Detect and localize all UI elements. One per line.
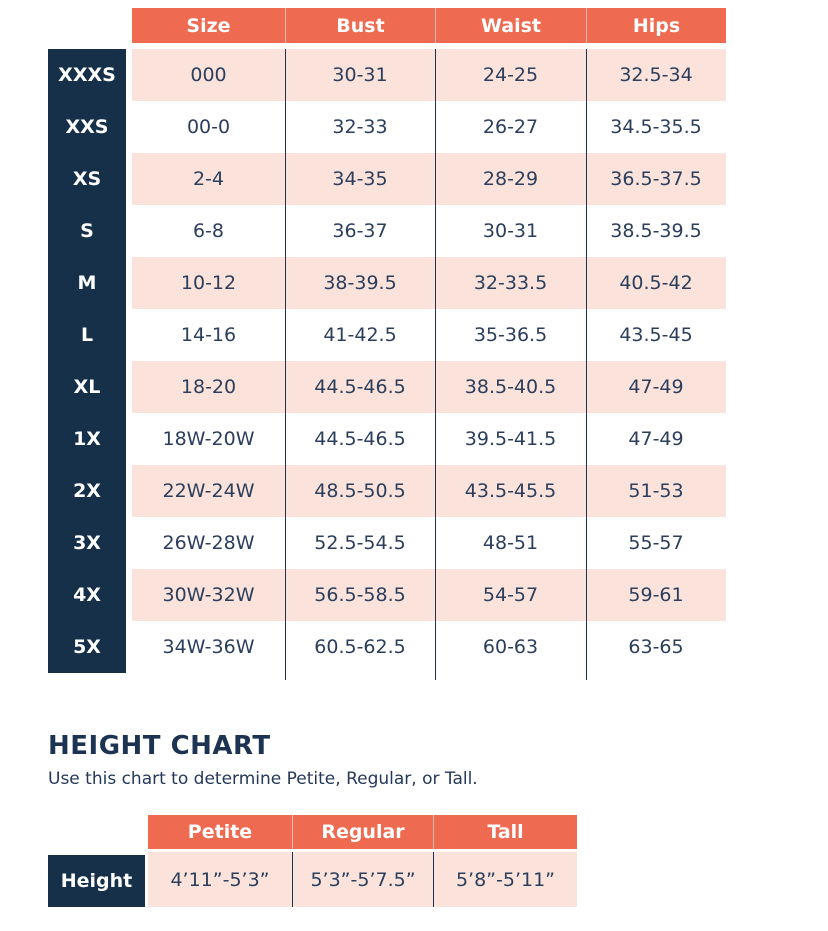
height-chart-heading: HEIGHT CHART Use this chart to determine… [48, 731, 478, 789]
size-label-column: XXXS XXS XS S M L XL 1X 2X 3X 4X 5X [48, 49, 126, 673]
table-cell: 32-33 [332, 116, 388, 138]
row-label-xs: XS [72, 168, 102, 190]
table-cell: 30-31 [332, 64, 388, 86]
size-chart-header-row: Size Bust Waist Hips [132, 8, 726, 43]
size-chart-body: XXXS XXS XS S M L XL 1X 2X 3X 4X 5X 000 … [48, 49, 726, 680]
table-cell: 48.5-50.5 [314, 480, 406, 502]
table-cell: 39.5-41.5 [464, 428, 557, 450]
table-cell: 5’8”-5’11” [433, 852, 577, 907]
table-cell: 38-39.5 [323, 272, 397, 294]
table-cell: 40.5-42 [619, 272, 693, 294]
table-cell: 000 [190, 64, 227, 86]
table-cell: 43.5-45.5 [464, 480, 557, 502]
column-divider [285, 49, 286, 680]
column-divider [586, 49, 587, 680]
table-cell: 38.5-39.5 [610, 220, 702, 242]
table-row: 000 30-31 24-25 32.5-34 [132, 49, 726, 101]
table-row: 34W-36W 60.5-62.5 60-63 63-65 [132, 621, 726, 673]
table-cell: 34W-36W [162, 636, 255, 658]
table-cell: 10-12 [180, 272, 237, 294]
table-cell: 60.5-62.5 [314, 636, 406, 658]
column-header-waist: Waist [435, 8, 586, 43]
table-cell: 54-57 [482, 584, 539, 606]
table-row: 4’11”-5’3” 5’3”-5’7.5” 5’8”-5’11” [148, 852, 577, 907]
row-label-2x: 2X [73, 480, 101, 502]
table-cell: 18W-20W [162, 428, 255, 450]
row-label-s: S [80, 220, 94, 242]
table-cell: 47-49 [628, 428, 684, 450]
column-header-petite: Petite [187, 821, 253, 843]
table-cell: 18-20 [180, 376, 237, 398]
height-chart-table: Petite Regular Tall Height 4’11”-5’3” 5’… [48, 815, 577, 907]
table-cell: 5’3”-5’7.5” [292, 852, 433, 907]
table-cell: 41-42.5 [323, 324, 397, 346]
table-row: 18-20 44.5-46.5 38.5-40.5 47-49 [132, 361, 726, 413]
row-label-3x: 3X [73, 532, 101, 554]
column-divider [435, 49, 436, 680]
table-cell: 36.5-37.5 [610, 168, 702, 190]
table-cell: 43.5-45 [619, 324, 693, 346]
row-label-xl: XL [73, 376, 101, 398]
table-row: 10-12 38-39.5 32-33.5 40.5-42 [132, 257, 726, 309]
table-cell: 32.5-34 [619, 64, 693, 86]
column-header-bust: Bust [285, 8, 435, 43]
height-chart-body: Height 4’11”-5’3” 5’3”-5’7.5” 5’8”-5’11” [48, 852, 577, 907]
table-cell: 26-27 [482, 116, 539, 138]
table-row: 26W-28W 52.5-54.5 48-51 55-57 [132, 517, 726, 569]
table-cell: 44.5-46.5 [314, 376, 406, 398]
table-cell: 30-31 [482, 220, 539, 242]
height-chart-title: HEIGHT CHART [48, 731, 271, 761]
table-cell: 26W-28W [162, 532, 255, 554]
table-cell: 28-29 [482, 168, 539, 190]
column-header-regular: Regular [292, 815, 433, 849]
table-cell: 56.5-58.5 [314, 584, 406, 606]
table-cell: 48-51 [482, 532, 539, 554]
table-cell: 6-8 [192, 220, 225, 242]
table-cell: 35-36.5 [473, 324, 548, 346]
table-row: 2-4 34-35 28-29 36.5-37.5 [132, 153, 726, 205]
table-cell: 36-37 [332, 220, 388, 242]
row-label-l: L [80, 324, 94, 346]
row-label-m: M [77, 272, 97, 294]
column-header-size: Size [186, 14, 231, 37]
table-cell: 59-61 [628, 584, 684, 606]
row-label-xxs: XXS [65, 116, 109, 138]
table-cell: 55-57 [628, 532, 684, 554]
table-cell: 44.5-46.5 [314, 428, 406, 450]
height-chart-header-row: Petite Regular Tall [148, 815, 577, 849]
size-chart-table: Size Bust Waist Hips XXXS XXS XS S M L X… [48, 8, 726, 680]
table-cell: 24-25 [482, 64, 539, 86]
row-label-xxxs: XXXS [58, 64, 116, 86]
table-cell: 34.5-35.5 [610, 116, 702, 138]
size-chart-rows: 000 30-31 24-25 32.5-34 00-0 32-33 26-27… [132, 49, 726, 673]
table-row: 30W-32W 56.5-58.5 54-57 59-61 [132, 569, 726, 621]
table-cell: 38.5-40.5 [464, 376, 557, 398]
height-chart-subtitle: Use this chart to determine Petite, Regu… [48, 769, 478, 789]
table-cell: 34-35 [332, 168, 388, 190]
row-label-height: Height [48, 855, 145, 907]
table-row: 22W-24W 48.5-50.5 43.5-45.5 51-53 [132, 465, 726, 517]
table-cell: 52.5-54.5 [314, 532, 406, 554]
row-label-5x: 5X [73, 636, 101, 658]
table-cell: 14-16 [180, 324, 237, 346]
table-cell: 63-65 [628, 636, 684, 658]
table-cell: 51-53 [628, 480, 684, 502]
table-cell: 4’11”-5’3” [170, 868, 270, 891]
row-label-4x: 4X [73, 584, 101, 606]
table-row: 18W-20W 44.5-46.5 39.5-41.5 47-49 [132, 413, 726, 465]
column-header-hips: Hips [586, 8, 726, 43]
table-row: 14-16 41-42.5 35-36.5 43.5-45 [132, 309, 726, 361]
table-cell: 00-0 [186, 116, 231, 138]
column-header-tall: Tall [433, 815, 577, 849]
table-cell: 60-63 [482, 636, 539, 658]
table-cell: 30W-32W [162, 584, 255, 606]
table-cell: 32-33.5 [473, 272, 548, 294]
table-cell: 47-49 [628, 376, 684, 398]
row-label-1x: 1X [73, 428, 101, 450]
table-cell: 2-4 [192, 168, 225, 190]
table-row: 00-0 32-33 26-27 34.5-35.5 [132, 101, 726, 153]
table-row: 6-8 36-37 30-31 38.5-39.5 [132, 205, 726, 257]
table-cell: 22W-24W [162, 480, 255, 502]
